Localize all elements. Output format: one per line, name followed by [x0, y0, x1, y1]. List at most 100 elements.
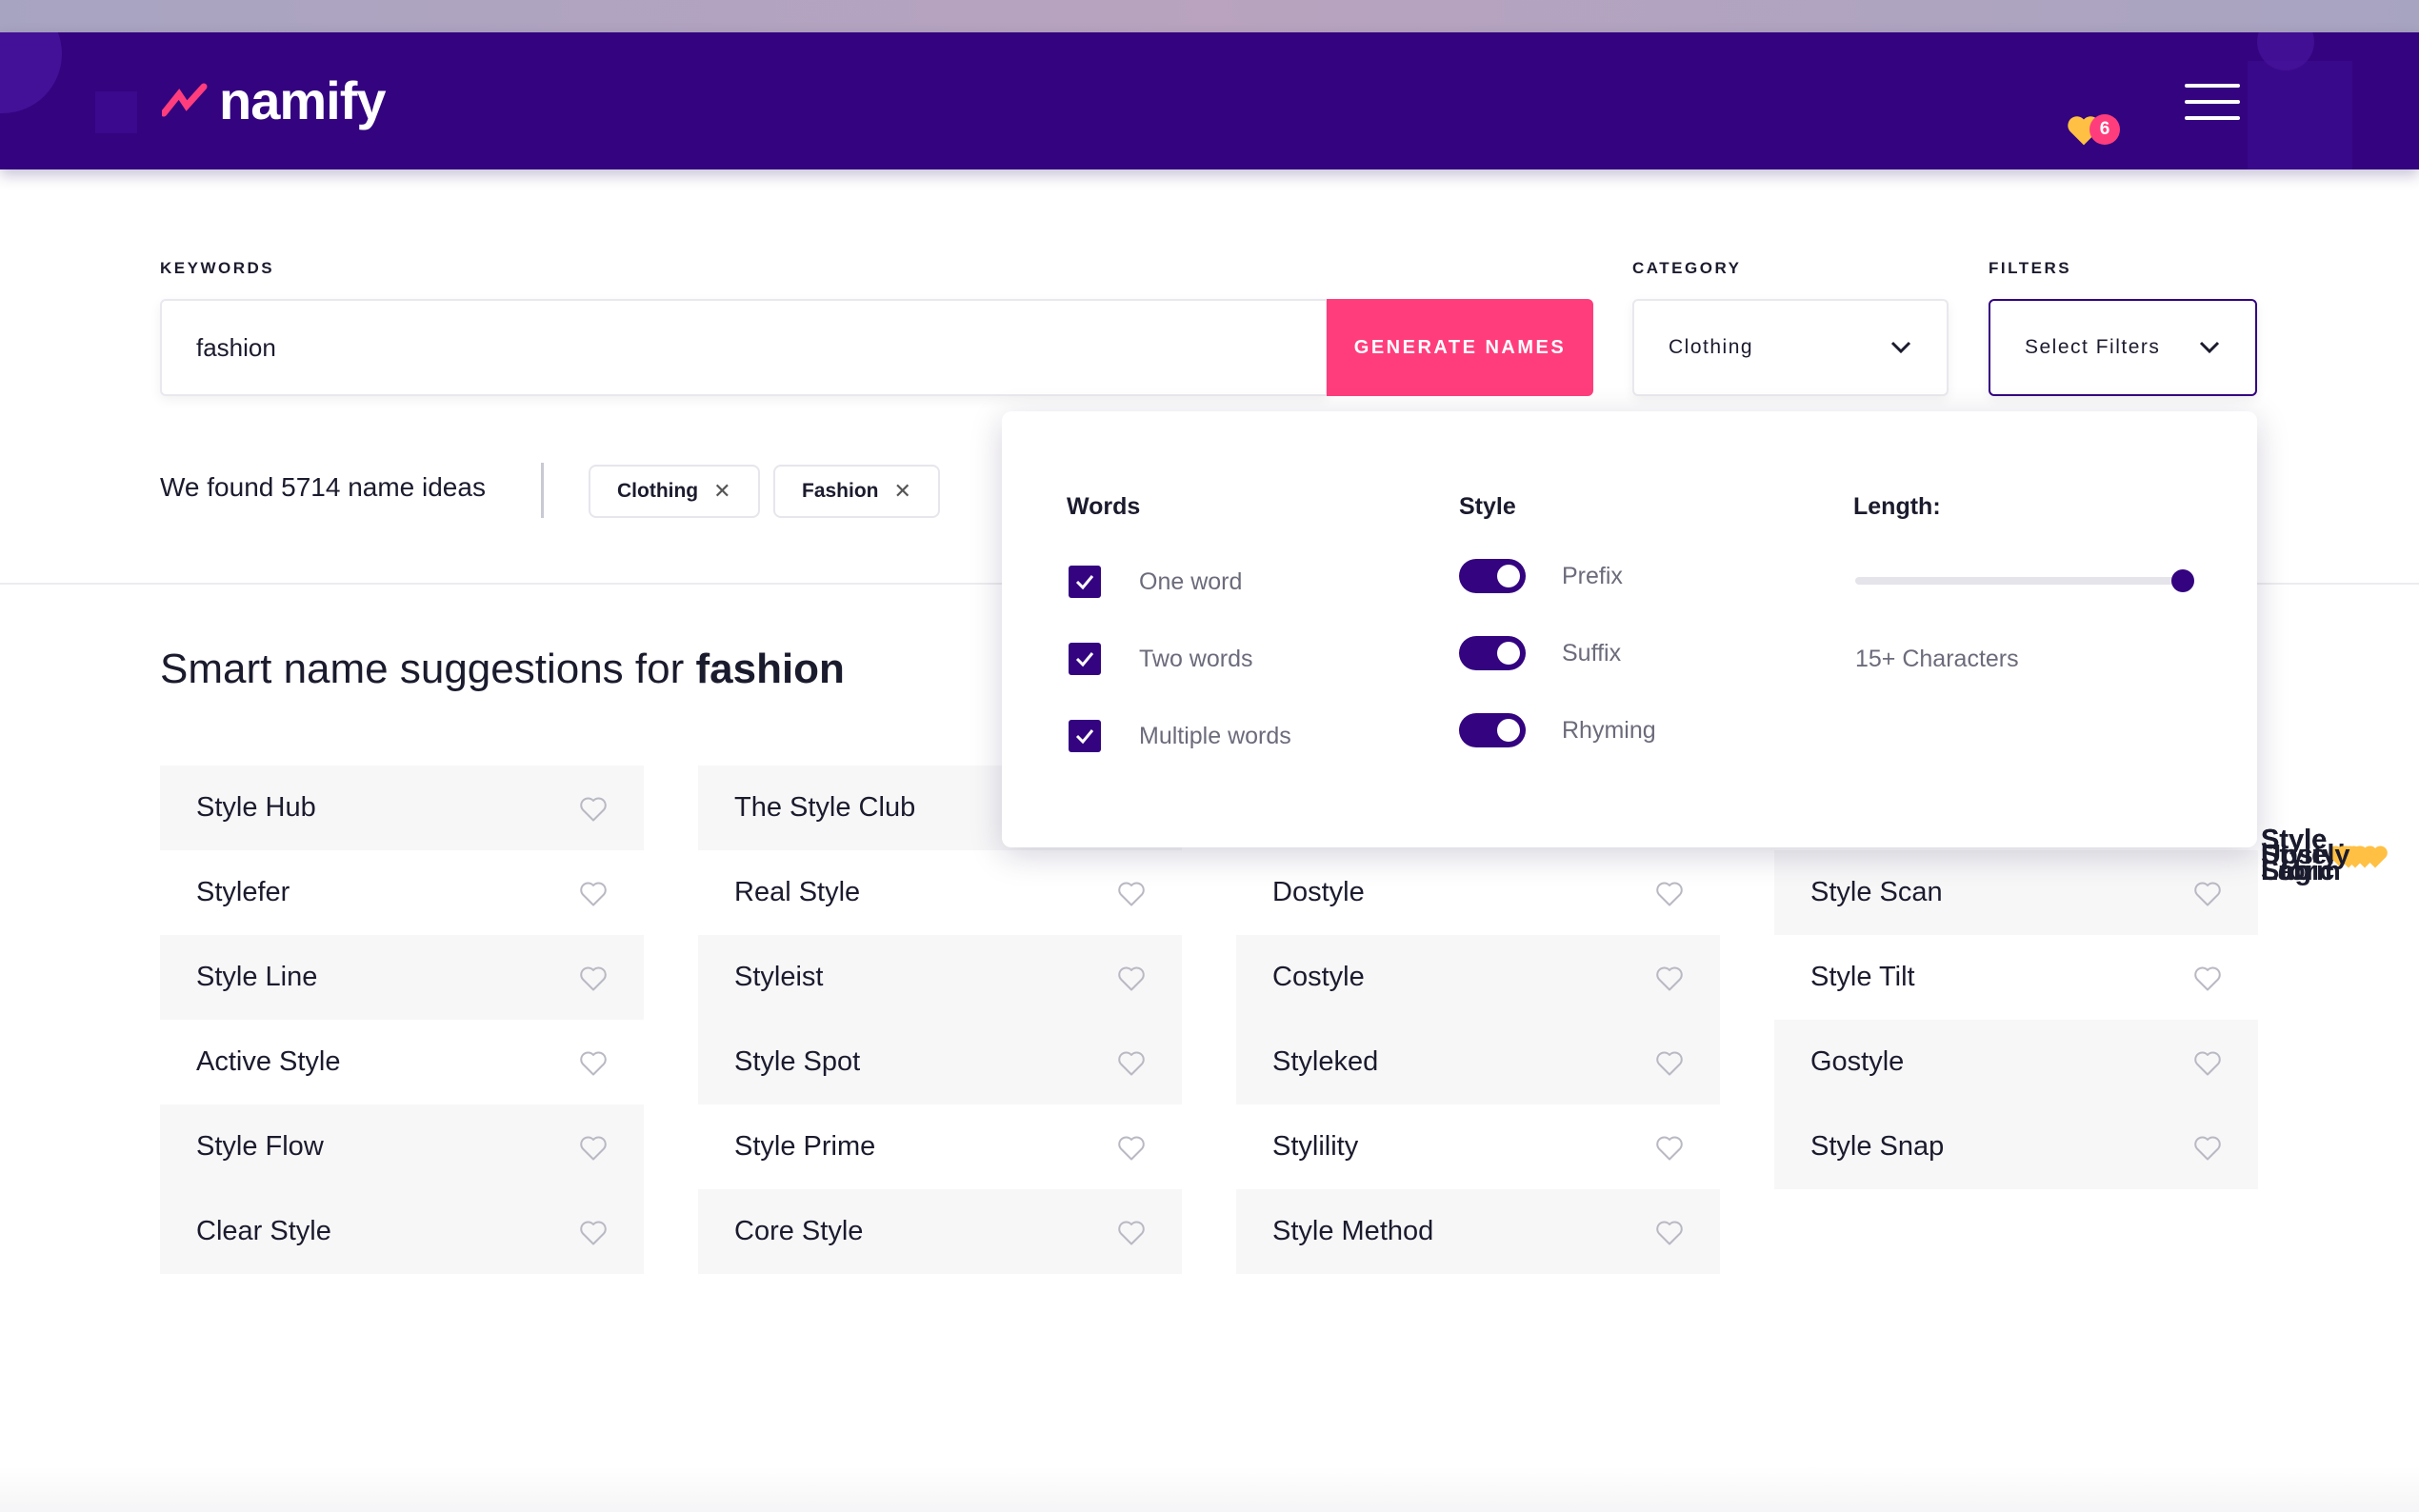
heart-outline-icon[interactable]: [579, 965, 608, 991]
keywords-input[interactable]: fashion: [160, 299, 1328, 396]
heart-outline-icon[interactable]: [579, 880, 608, 906]
checkbox-checked[interactable]: [1069, 566, 1101, 598]
name-card[interactable]: Stylefer: [160, 850, 644, 935]
name-card[interactable]: Dostyle: [1236, 850, 1720, 935]
heart-outline-icon[interactable]: [2193, 1134, 2222, 1161]
heart-outline-icon[interactable]: [1117, 965, 1146, 991]
heart-outline-icon[interactable]: [579, 1049, 608, 1076]
checkbox-checked[interactable]: [1069, 720, 1101, 752]
name-text: Stylefer: [196, 877, 290, 907]
option-two-words[interactable]: Two words: [1069, 643, 1252, 675]
filters-select[interactable]: Select Filters: [1989, 299, 2257, 396]
name-card[interactable]: Stylely: [2225, 813, 2377, 898]
name-text: Style Tilt: [1810, 962, 1915, 992]
style-prefix[interactable]: Prefix: [1459, 559, 1623, 593]
name-card[interactable]: Style Snap: [1774, 1104, 2258, 1189]
filter-chip-fashion[interactable]: Fashion ✕: [773, 465, 940, 518]
heart-outline-icon[interactable]: [2193, 1049, 2222, 1076]
heart-outline-icon[interactable]: [2193, 965, 2222, 991]
length-slider[interactable]: [1855, 569, 2194, 592]
generate-names-button[interactable]: GENERATE NAMES: [1327, 299, 1593, 396]
heart-outline-icon[interactable]: [1117, 1219, 1146, 1245]
option-one-word[interactable]: One word: [1069, 566, 1242, 598]
option-multiple-words[interactable]: Multiple words: [1069, 720, 1291, 752]
name-card[interactable]: Stylility: [1236, 1104, 1720, 1189]
name-card[interactable]: Active Style: [160, 1020, 644, 1104]
favorites-button[interactable]: 6: [2065, 80, 2120, 146]
style-suffix[interactable]: Suffix: [1459, 636, 1621, 670]
option-label: Suffix: [1562, 639, 1622, 666]
category-select[interactable]: Clothing: [1632, 299, 1949, 396]
name-card[interactable]: Style Logic: [2225, 813, 2362, 898]
filters-select-value: Select Filters: [2025, 336, 2161, 358]
words-heading: Words: [1067, 493, 1141, 520]
name-card[interactable]: Style Prime: [698, 1104, 1182, 1189]
namify-logo[interactable]: namify: [162, 67, 386, 133]
name-card[interactable]: Style Hub: [160, 766, 644, 850]
checkbox-checked[interactable]: [1069, 643, 1101, 675]
name-text: Real Style: [734, 877, 861, 907]
heart-outline-icon[interactable]: [1655, 1219, 1684, 1245]
toggle-switch-on[interactable]: [1459, 559, 1526, 593]
toggle-switch-on[interactable]: [1459, 713, 1526, 747]
filters-dropdown-panel: Words Style Length: One word Two words M…: [1002, 411, 2257, 847]
name-card[interactable]: Costyle: [1236, 935, 1720, 1020]
name-text: Style Flow: [196, 1131, 324, 1162]
chip-label: Fashion: [802, 480, 879, 502]
name-card[interactable]: Style Tilt: [1774, 935, 2258, 1020]
heart-outline-icon[interactable]: [2193, 880, 2222, 906]
name-text: Style Storm: [2261, 824, 2341, 886]
remove-chip-icon[interactable]: ✕: [713, 479, 731, 503]
name-text: Style Logic: [2261, 824, 2335, 886]
name-card[interactable]: Styleist: [698, 935, 1182, 1020]
option-label: Prefix: [1562, 562, 1623, 589]
chip-label: Clothing: [617, 480, 699, 502]
category-select-value: Clothing: [1669, 336, 1754, 358]
name-text: Active Style: [196, 1046, 341, 1077]
toggle-switch-on[interactable]: [1459, 636, 1526, 670]
filter-chip-clothing[interactable]: Clothing ✕: [589, 465, 760, 518]
name-text: Clear Style: [196, 1216, 331, 1246]
site-header: namify 6: [0, 32, 2419, 169]
name-card[interactable]: Gostyle: [1774, 1020, 2258, 1104]
heart-outline-icon[interactable]: [1655, 1134, 1684, 1161]
heart-outline-icon[interactable]: [1117, 1134, 1146, 1161]
category-label: CATEGORY: [1632, 259, 1742, 277]
heart-outline-icon[interactable]: [1117, 880, 1146, 906]
hamburger-menu-icon[interactable]: [2185, 84, 2240, 120]
name-text: Style Spot: [734, 1046, 861, 1077]
heart-filled-icon[interactable]: [2350, 843, 2379, 869]
name-card[interactable]: Style Method: [1236, 1189, 1720, 1274]
heart-outline-icon[interactable]: [1655, 880, 1684, 906]
style-heading: Style: [1459, 493, 1516, 520]
name-text: Stylely: [2261, 840, 2350, 870]
name-card[interactable]: Style Line: [160, 935, 644, 1020]
heart-outline-icon[interactable]: [579, 1219, 608, 1245]
heart-outline-icon[interactable]: [1655, 965, 1684, 991]
name-card[interactable]: Style Scan: [1774, 850, 2258, 935]
style-rhyming[interactable]: Rhyming: [1459, 713, 1656, 747]
heart-outline-icon[interactable]: [579, 795, 608, 822]
name-card[interactable]: Core Style: [698, 1189, 1182, 1274]
name-text: Dostyle: [1272, 877, 1365, 907]
heart-outline-icon[interactable]: [1655, 1049, 1684, 1076]
name-text: Style Prime: [734, 1131, 876, 1162]
remove-chip-icon[interactable]: ✕: [893, 479, 911, 503]
option-label: Rhyming: [1562, 716, 1656, 744]
name-card[interactable]: Style Storm: [2225, 813, 2368, 898]
name-card[interactable]: Clear Style: [160, 1189, 644, 1274]
check-icon: [1075, 652, 1094, 667]
name-card[interactable]: Real Style: [698, 850, 1182, 935]
name-text: Stylility: [1272, 1131, 1359, 1162]
header-decoration: [95, 91, 137, 133]
name-card[interactable]: Styleked: [1236, 1020, 1720, 1104]
name-card[interactable]: Style Spot: [698, 1020, 1182, 1104]
heart-outline-icon[interactable]: [1117, 1049, 1146, 1076]
favorites-count-badge: 6: [2089, 114, 2120, 145]
name-text: Style Line: [196, 962, 318, 992]
name-card[interactable]: Style Flow: [160, 1104, 644, 1189]
keywords-label: KEYWORDS: [160, 259, 275, 277]
heart-outline-icon[interactable]: [579, 1134, 608, 1161]
slider-handle[interactable]: [2171, 569, 2194, 592]
